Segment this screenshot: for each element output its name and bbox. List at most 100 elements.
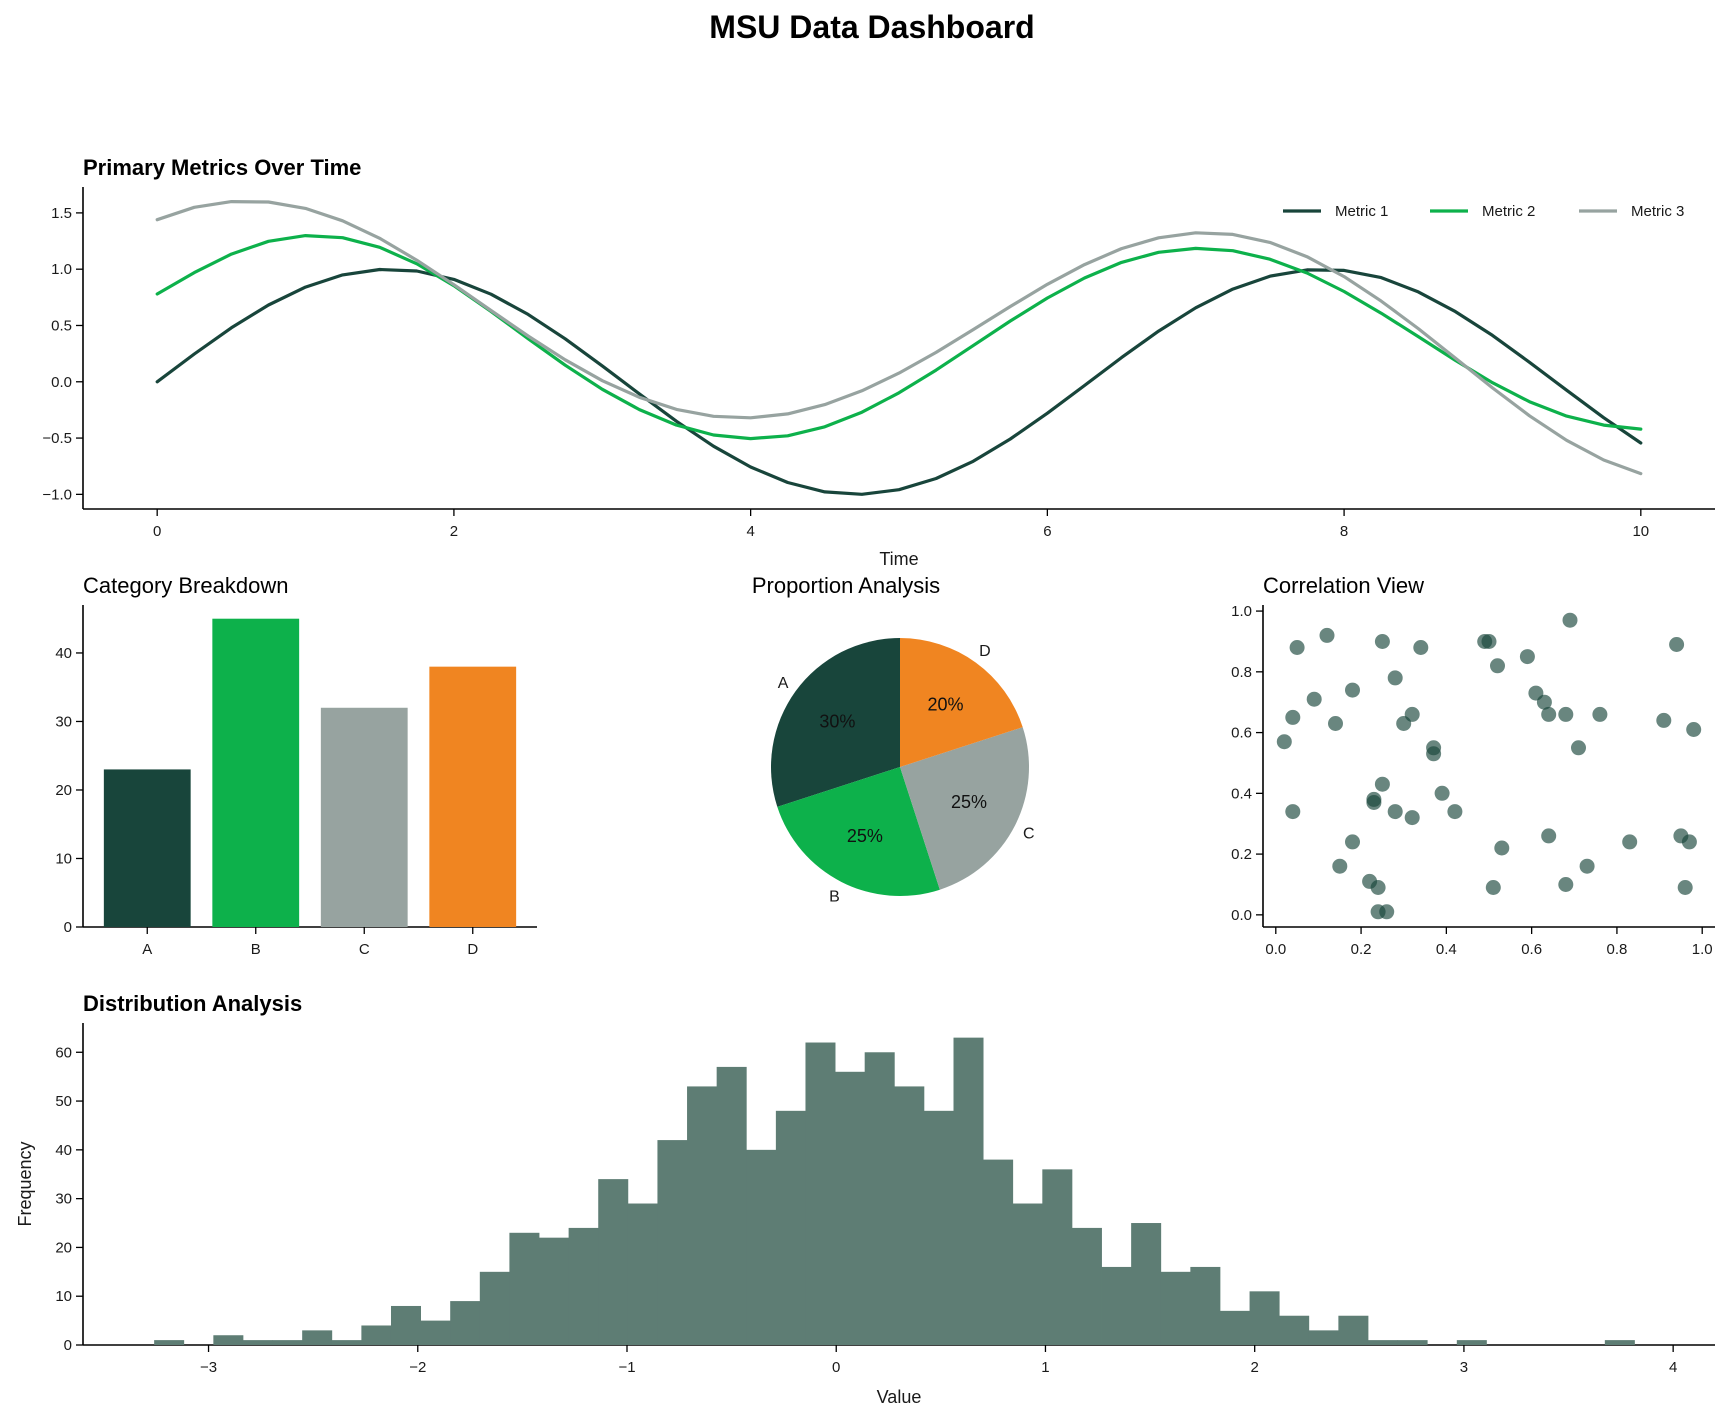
scatter-y-tick-label: 0.0 (1231, 907, 1252, 924)
scatter-point (1592, 706, 1608, 722)
scatter-point (1490, 658, 1505, 674)
legend-label-1: Metric 1 (1335, 203, 1388, 220)
pie-chart-title: Proportion Analysis (752, 573, 940, 598)
pie-label-d: D (979, 643, 991, 660)
line-chart-y-tick-label: 0.5 (51, 317, 72, 334)
line-chart-y-tick-label: 1.0 (51, 261, 72, 278)
histogram-bar (983, 1159, 1014, 1345)
line-chart-y-tick-label: −1.0 (42, 486, 72, 503)
histogram-x-tick-label: 4 (1669, 1359, 1677, 1376)
bar-chart-title: Category Breakdown (83, 573, 288, 598)
pie-label-b: B (829, 889, 840, 906)
pie-slice-b (777, 767, 940, 897)
histogram-bar (716, 1066, 747, 1345)
line-chart-series (155, 200, 1643, 496)
line-chart-x-ticks: 0 2 4 6 8 10 (153, 509, 1649, 540)
histogram-y-tick-label: 20 (55, 1239, 72, 1256)
pie-label-a: A (778, 675, 789, 692)
legend-label-3: Metric 3 (1631, 203, 1684, 220)
scatter-point (1447, 804, 1463, 820)
scatter-point (1481, 634, 1497, 649)
histogram-y-tick-label: 60 (55, 1044, 72, 1061)
scatter-point (1289, 640, 1305, 655)
scatter-point (1285, 709, 1301, 725)
histogram-bar (1249, 1291, 1280, 1345)
bar-chart-x-tick-label: B (251, 941, 261, 958)
line-chart-x-tick-label: 10 (1632, 523, 1649, 540)
line-series-metric-2 (155, 234, 1643, 441)
histogram-bar (1190, 1266, 1221, 1345)
scatter-point (1562, 612, 1578, 628)
scatter-x-tick-label: 1.0 (1692, 941, 1713, 958)
histogram-bar (746, 1149, 777, 1345)
scatter-point (1686, 722, 1702, 737)
scatter-y-tick-label: 0.4 (1231, 785, 1252, 802)
pie-slice-d (900, 638, 1023, 767)
line-chart-title: Primary Metrics Over Time (83, 155, 361, 180)
scatter-point (1345, 682, 1360, 698)
histogram-y-tick-label: 50 (55, 1093, 72, 1110)
histogram-y-label: Frequency (15, 1141, 35, 1226)
bar-d (429, 666, 517, 927)
scatter-point (1332, 858, 1348, 874)
histogram-y-tick-label: 0 (64, 1337, 72, 1354)
histogram-bar (775, 1110, 806, 1345)
scatter-point (1558, 877, 1574, 892)
histogram-bar (864, 1052, 895, 1345)
scatter-point (1485, 880, 1501, 895)
scatter-y-tick-label: 0.8 (1231, 664, 1252, 681)
bar-chart-y-tick-label: 30 (55, 713, 72, 730)
scatter-y-tick-label: 0.6 (1231, 725, 1252, 742)
scatter-point (1404, 706, 1420, 722)
histogram-bar (479, 1271, 510, 1345)
scatter-y-tick-label: 1.0 (1231, 603, 1252, 620)
histogram-bar (1101, 1266, 1132, 1345)
line-series-metric-1 (155, 267, 1643, 496)
histogram-bar (361, 1325, 392, 1345)
bar-c (320, 707, 408, 927)
histogram-bar (1308, 1330, 1339, 1345)
scatter-point (1370, 880, 1386, 895)
histogram-bar (1397, 1340, 1428, 1345)
histogram-bars (154, 1037, 1635, 1345)
histogram-bar (1604, 1340, 1635, 1345)
histogram-title: Distribution Analysis (83, 991, 302, 1016)
scatter-point (1669, 637, 1685, 652)
scatter-point (1276, 734, 1292, 750)
bar-chart-y-tick-label: 20 (55, 782, 72, 799)
scatter-point (1387, 670, 1403, 686)
scatter-chart-panel: Correlation View 1.00.80.60.40.20.0 0.0 0… (1231, 573, 1715, 958)
bar-chart-x-tick-label: A (142, 941, 152, 958)
histogram-bar (598, 1179, 629, 1345)
scatter-point (1285, 804, 1301, 820)
scatter-point (1558, 706, 1574, 722)
histogram-bar (420, 1320, 451, 1345)
scatter-point (1681, 834, 1697, 850)
histogram-x-label: Value (877, 1387, 922, 1407)
bar-b (212, 618, 300, 927)
histogram-x-tick-label: −2 (409, 1359, 426, 1376)
pie-chart-slices: A 30% B 25% C 25% D 20% (770, 638, 1035, 906)
histogram-bar (894, 1086, 925, 1345)
histogram-bar (568, 1227, 599, 1345)
histogram-bar (509, 1232, 540, 1345)
histogram-bar (539, 1237, 570, 1345)
histogram-x-ticks: −3 −2 −1 0 1 2 3 4 (200, 1345, 1677, 1376)
histogram-bar (1279, 1315, 1310, 1345)
scatter-point (1519, 649, 1535, 665)
scatter-point (1366, 791, 1382, 807)
line-chart-y-tick-label: −0.5 (42, 430, 72, 447)
histogram-x-tick-label: −3 (200, 1359, 217, 1376)
histogram-bar (1338, 1315, 1369, 1345)
scatter-point (1656, 712, 1672, 728)
scatter-point (1319, 627, 1335, 643)
scatter-point (1379, 904, 1395, 920)
scatter-point (1541, 828, 1557, 844)
line-chart-y-tick-label: 1.5 (51, 205, 72, 222)
pie-label-c: C (1023, 826, 1035, 843)
line-chart-panel: Primary Metrics Over Time 1.5 1.0 0.5 0.0 −0… (42, 155, 1715, 569)
line-chart-x-tick-label: 6 (1043, 523, 1051, 540)
histogram-x-tick-label: 0 (832, 1359, 840, 1376)
histogram-bar (687, 1086, 718, 1345)
